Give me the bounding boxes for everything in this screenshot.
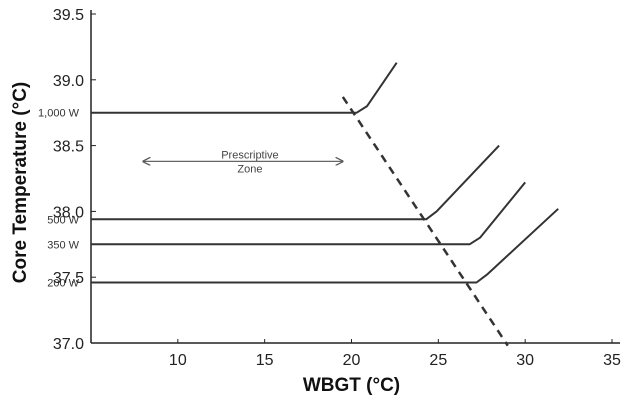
x-tick-label: 15 xyxy=(256,352,274,369)
series-label: 350 W xyxy=(47,239,79,251)
x-tick-label: 20 xyxy=(343,352,361,369)
y-tick-label: 37.5 xyxy=(53,270,84,287)
x-tick-label: 10 xyxy=(169,352,187,369)
series-line xyxy=(91,208,559,284)
y-tick-label: 39.5 xyxy=(53,7,84,24)
x-tick-label: 35 xyxy=(603,352,621,369)
prescriptive-boundary-line xyxy=(341,96,509,347)
y-tick-label: 38.0 xyxy=(53,204,84,221)
series-layer: 1,000 W 500 W 350 W 200 W xyxy=(38,62,559,289)
series-label: 1,000 W xyxy=(38,108,80,120)
series-label: 500 W xyxy=(47,214,79,226)
x-tick-label: 25 xyxy=(429,352,447,369)
series-line xyxy=(91,181,526,246)
series-line xyxy=(91,62,398,114)
x-tick-label: 30 xyxy=(516,352,534,369)
zone-label-line1: Prescriptive xyxy=(221,149,278,161)
y-axis-title: Core Temperature (°C) xyxy=(10,82,31,284)
series-label: 200 W xyxy=(47,277,79,289)
y-tick-label: 37.0 xyxy=(53,336,84,353)
series-line xyxy=(91,144,500,221)
y-tick-label: 38.5 xyxy=(53,139,84,156)
x-axis-title: WBGT (°C) xyxy=(303,375,400,396)
prescriptive-zone-annotation: Prescriptive Zone xyxy=(143,149,343,175)
axes: 10 15 20 25 30 35 37.0 37.5 38.0 38.5 39.0 39.5 xyxy=(53,7,621,369)
y-tick-label: 39.0 xyxy=(53,73,84,90)
zone-label-line2: Zone xyxy=(237,163,262,175)
